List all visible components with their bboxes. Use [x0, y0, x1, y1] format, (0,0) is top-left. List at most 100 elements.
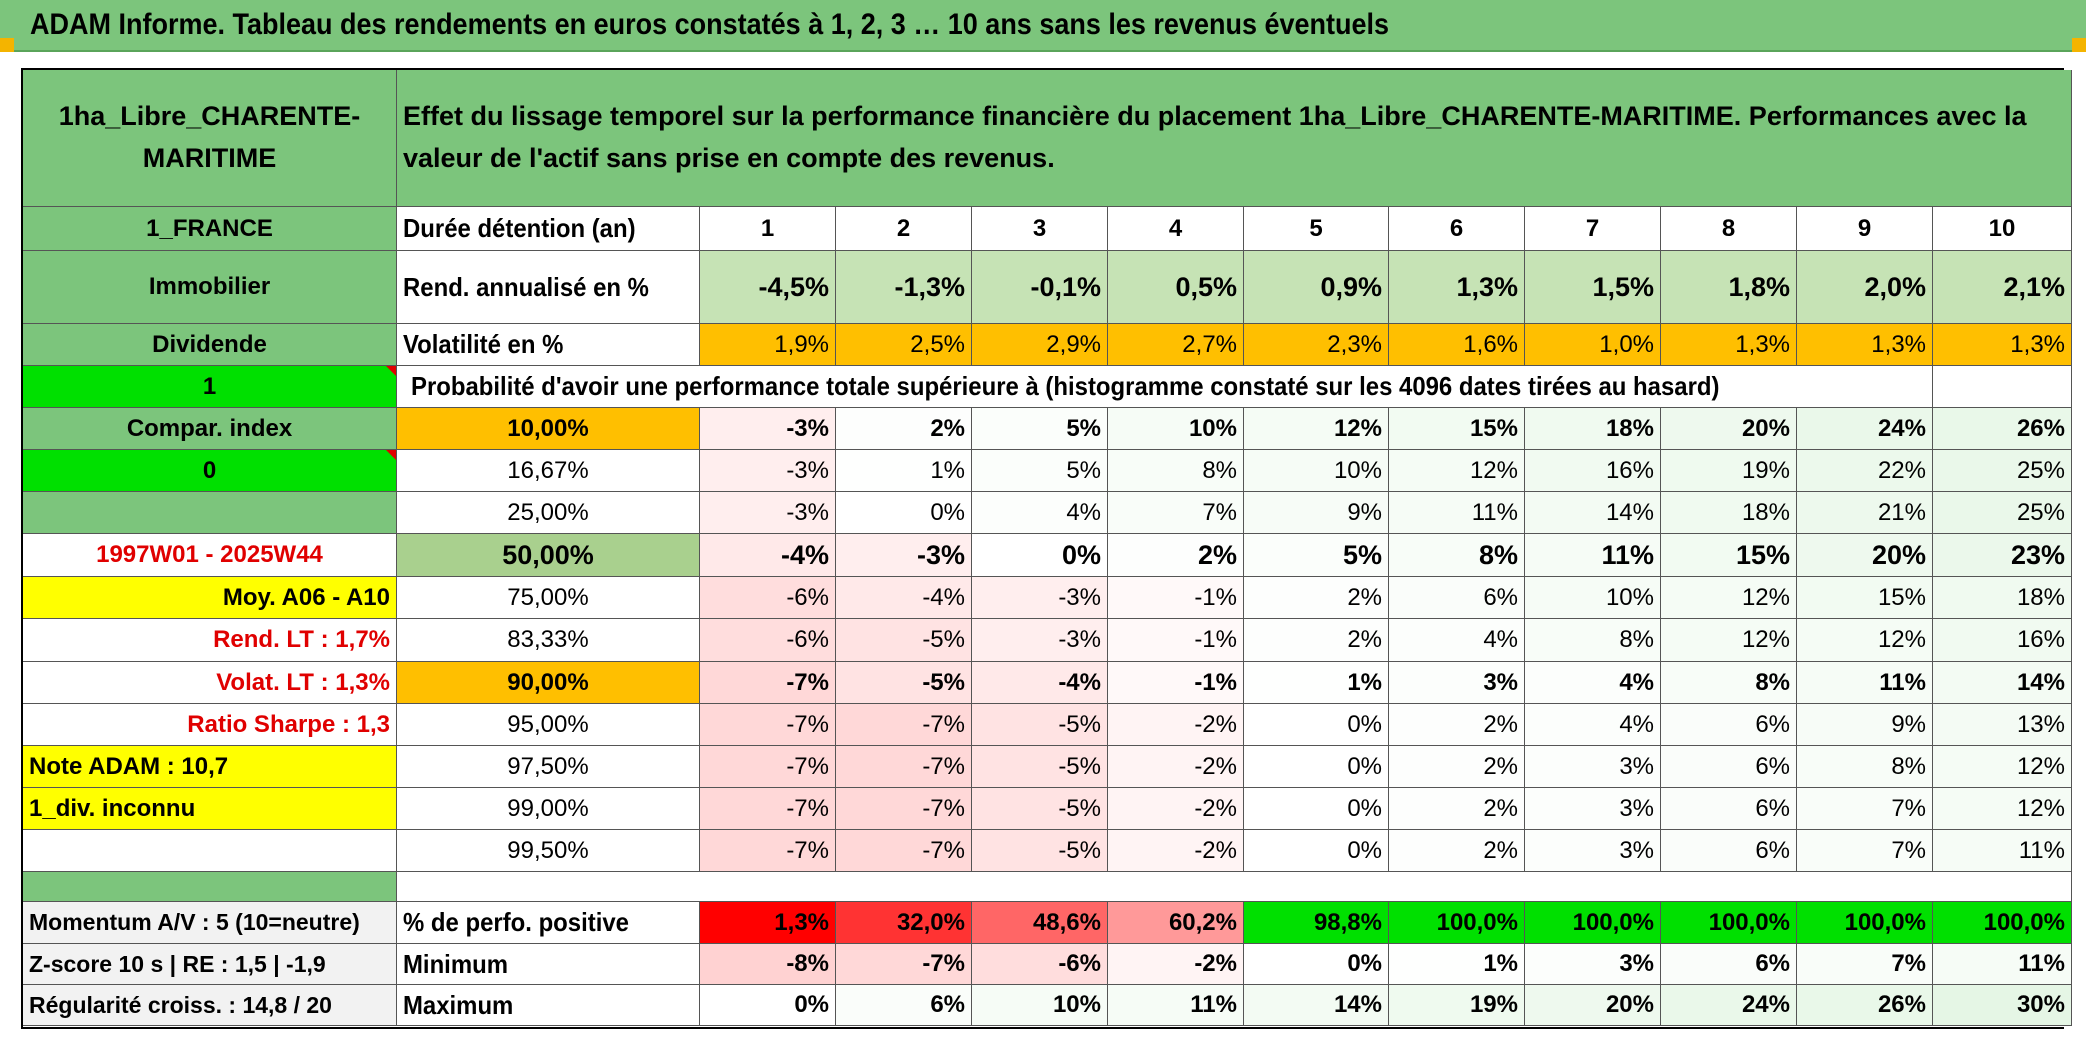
positive-performance-cell: 100,0%	[1525, 902, 1661, 944]
minimum-cell: -6%	[972, 944, 1108, 985]
performance-table: 1ha_Libre_CHARENTE-MARITIME Effet du lis…	[21, 68, 2072, 1029]
percentile-level: 90,00%	[397, 662, 700, 704]
positive-performance-cell: 32,0%	[836, 902, 972, 944]
percentile-value-cell: 12%	[1797, 619, 1933, 662]
percentile-value-cell: -7%	[836, 830, 972, 872]
percentile-value-cell: 14%	[1933, 662, 2072, 704]
percentile-value-cell: 3%	[1525, 830, 1661, 872]
annual-return-cell: -0,1%	[972, 251, 1108, 324]
regularite-cell: Régularité croiss. : 14,8 / 20	[23, 985, 397, 1026]
annual-return-cell: -4,5%	[700, 251, 836, 324]
maximum-cell: 14%	[1244, 985, 1389, 1026]
percentile-value-cell: 10%	[1244, 450, 1389, 492]
percentile-value-cell: -2%	[1108, 704, 1244, 746]
percentile-value-cell: 4%	[1525, 704, 1661, 746]
compar-flag-cell[interactable]: 0	[23, 450, 397, 492]
minimum-label-text: Minimum	[403, 948, 508, 979]
probability-header: Probabilité d'avoir une performance tota…	[397, 366, 1933, 408]
percentile-value-cell: 16%	[1525, 450, 1661, 492]
positive-performance-cell: 48,6%	[972, 902, 1108, 944]
maximum-cell: 24%	[1661, 985, 1797, 1026]
percentile-value-cell: 9%	[1244, 492, 1389, 534]
percentile-value-cell: 8%	[1661, 662, 1797, 704]
positive-performance-cell: 100,0%	[1933, 902, 2072, 944]
percentile-value-cell: 8%	[1108, 450, 1244, 492]
percentile-value-cell: 8%	[1525, 619, 1661, 662]
percentile-value-cell: 18%	[1525, 408, 1661, 450]
percentile-value-cell: 7%	[1108, 492, 1244, 534]
adam-score-cell: Note ADAM : 10,7	[23, 746, 397, 788]
percentile-value-cell: 2%	[1389, 788, 1525, 830]
empty-cell	[1933, 366, 2072, 408]
maximum-cell: 0%	[700, 985, 836, 1026]
percentile-value-cell: 6%	[1661, 830, 1797, 872]
minimum-label: Minimum	[397, 944, 700, 985]
annual-return-cell: -1,3%	[836, 251, 972, 324]
percentile-value-cell: 6%	[1389, 577, 1525, 619]
percentile-value-cell: -3%	[700, 408, 836, 450]
percentile-value-cell: 2%	[1108, 534, 1244, 577]
annual-return-cell: 1,8%	[1661, 251, 1797, 324]
annual-return-cell: 0,5%	[1108, 251, 1244, 324]
percentile-value-cell: -5%	[836, 619, 972, 662]
percentile-value-cell: 20%	[1797, 534, 1933, 577]
table-description: Effet du lissage temporel sur la perform…	[397, 70, 2072, 207]
percentile-value-cell: 3%	[1525, 788, 1661, 830]
percentile-value-cell: 10%	[1108, 408, 1244, 450]
year-header-cell: 8	[1661, 207, 1797, 251]
percentile-value-cell: 0%	[1244, 830, 1389, 872]
percentile-value-cell: 0%	[1244, 788, 1389, 830]
percentile-value-cell: 15%	[1661, 534, 1797, 577]
positive-performance-cell: 100,0%	[1389, 902, 1525, 944]
minimum-cell: -7%	[836, 944, 972, 985]
spacer-cell	[23, 872, 397, 902]
percentile-value-cell: -3%	[836, 534, 972, 577]
percentile-value-cell: 0%	[1244, 704, 1389, 746]
percentile-level: 99,50%	[397, 830, 700, 872]
percentile-value-cell: -3%	[700, 450, 836, 492]
annual-return-cell: 2,0%	[1797, 251, 1933, 324]
year-header-cell: 4	[1108, 207, 1244, 251]
title-bar: ADAM Informe. Tableau des rendements en …	[0, 0, 2086, 52]
percentile-value-cell: -1%	[1108, 577, 1244, 619]
minimum-cell: 0%	[1244, 944, 1389, 985]
sharpe-ratio-cell: Ratio Sharpe : 1,3	[23, 704, 397, 746]
percentile-value-cell: 8%	[1389, 534, 1525, 577]
percentile-value-cell: 0%	[1244, 746, 1389, 788]
spacer-row	[397, 872, 2072, 902]
percentile-value-cell: -5%	[972, 704, 1108, 746]
percentile-value-cell: 2%	[1389, 830, 1525, 872]
percentile-level: 99,00%	[397, 788, 700, 830]
percentile-level: 95,00%	[397, 704, 700, 746]
percentile-value-cell: 5%	[972, 408, 1108, 450]
maximum-cell: 20%	[1525, 985, 1661, 1026]
volatility-cell: 1,9%	[700, 324, 836, 366]
percentile-level: 97,50%	[397, 746, 700, 788]
percentile-value-cell: 0%	[972, 534, 1108, 577]
percentile-value-cell: 12%	[1933, 788, 2072, 830]
positive-performance-cell: 98,8%	[1244, 902, 1389, 944]
percentile-level: 25,00%	[397, 492, 700, 534]
percentile-value-cell: 8%	[1797, 746, 1933, 788]
percentile-value-cell: 13%	[1933, 704, 2072, 746]
dividend-flag-cell[interactable]: 1	[23, 366, 397, 408]
percentile-level: 75,00%	[397, 577, 700, 619]
percentile-value-cell: -7%	[836, 788, 972, 830]
percentile-value-cell: -1%	[1108, 662, 1244, 704]
percentile-value-cell: -7%	[836, 746, 972, 788]
percentile-value-cell: 12%	[1661, 619, 1797, 662]
percentile-value-cell: -7%	[700, 704, 836, 746]
volatility-cell: 1,3%	[1933, 324, 2072, 366]
percentile-value-cell: 2%	[1244, 619, 1389, 662]
volatility-cell: 1,3%	[1661, 324, 1797, 366]
moyenne-cell: Moy. A06 - A10	[23, 577, 397, 619]
volatility-cell: 1,0%	[1525, 324, 1661, 366]
percentile-value-cell: -1%	[1108, 619, 1244, 662]
percentile-value-cell: -4%	[972, 662, 1108, 704]
percentile-value-cell: -6%	[700, 619, 836, 662]
year-header-cell: 3	[972, 207, 1108, 251]
percentile-value-cell: 6%	[1661, 746, 1797, 788]
category-cell: Immobilier	[23, 251, 397, 324]
percentile-level: 10,00%	[397, 408, 700, 450]
maximum-cell: 6%	[836, 985, 972, 1026]
